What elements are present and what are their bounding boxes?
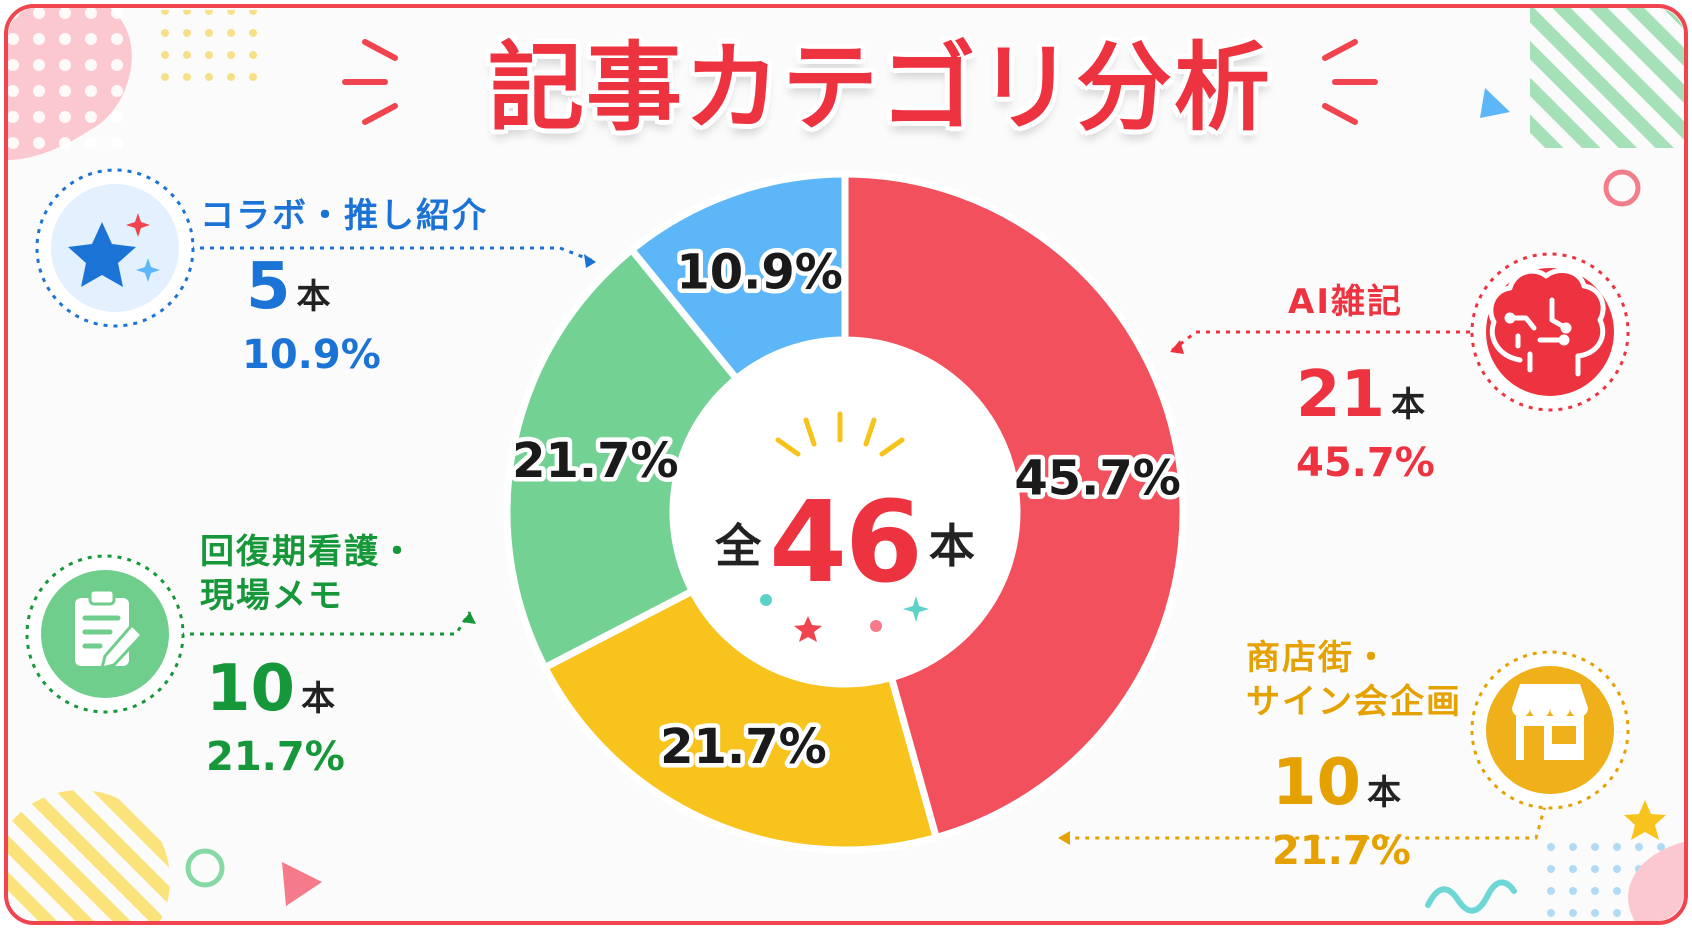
shop-icon	[1512, 684, 1588, 760]
count-unit: 本	[1367, 773, 1402, 813]
category-name-line1: 回復期看護・	[200, 532, 416, 572]
center-total-number: 46	[769, 478, 923, 608]
pink-corner-decoration	[1628, 840, 1684, 921]
category-ai: AI雑記	[1288, 280, 1403, 324]
ai-icon-badge	[1470, 252, 1630, 412]
category-percent: 21.7%	[206, 734, 345, 780]
category-name: コラボ・推し紹介	[200, 196, 488, 236]
pink-triangle-decoration	[282, 862, 322, 906]
pink-dots-decoration	[8, 8, 128, 158]
count-unit: 本	[1391, 385, 1426, 425]
cyan-squiggle-decoration	[1425, 879, 1517, 914]
category-percent: 21.7%	[1272, 828, 1411, 874]
category-name-line2: 現場メモ	[200, 576, 344, 616]
connector-ai	[1169, 330, 1470, 354]
center-suffix: 本	[928, 519, 975, 573]
yellow-dots-decoration	[150, 10, 270, 90]
category-shop: 商店街・ サイン会企画	[1246, 636, 1462, 724]
yellow-star-decoration	[1624, 800, 1666, 840]
donut-hole	[673, 340, 1017, 684]
center-total: 全46 本	[690, 478, 1000, 618]
category-nursing-stats: 10 本 21.7%	[206, 654, 345, 780]
category-name-line2: サイン会企画	[1246, 682, 1462, 722]
yellow-stripe-circle-decoration	[8, 790, 170, 921]
pink-ring-decoration	[1603, 169, 1641, 207]
count-unit: 本	[296, 277, 331, 317]
category-name: AI雑記	[1288, 282, 1403, 322]
connector-collab	[190, 246, 597, 264]
count-unit: 本	[301, 679, 336, 719]
blue-triangle-decoration	[1480, 88, 1510, 118]
center-sparkle-decoration	[760, 411, 929, 642]
category-collab: コラボ・推し紹介	[200, 194, 488, 238]
category-count: 10 本	[1272, 746, 1402, 820]
green-ring-decoration	[185, 848, 225, 888]
page-title: 記事カテゴリ分析	[488, 32, 1272, 144]
donut-label-3: 10.9%	[676, 245, 843, 301]
donut-label-0: 45.7%	[1014, 450, 1181, 506]
connector-shop	[1060, 805, 1547, 840]
star-icon	[68, 213, 160, 287]
title-burst-decoration	[342, 39, 1378, 125]
category-name-line1: 商店街・	[1246, 638, 1390, 678]
category-nursing: 回復期看護・ 現場メモ	[200, 530, 416, 618]
brain-icon	[1488, 268, 1606, 377]
category-count: 21 本	[1296, 358, 1426, 432]
center-prefix: 全	[715, 519, 762, 573]
category-ai-stats: 21 本 45.7%	[1296, 360, 1435, 486]
donut-label-1: 21.7%	[660, 719, 827, 775]
donut-label-2: 21.7%	[512, 433, 679, 489]
green-stripes-decoration	[1530, 8, 1684, 148]
category-percent: 10.9%	[242, 332, 381, 378]
category-count: 10 本	[206, 652, 336, 726]
clipboard-icon	[75, 588, 145, 671]
category-percent: 45.7%	[1296, 440, 1435, 486]
category-shop-stats: 10 本 21.7%	[1272, 748, 1411, 874]
